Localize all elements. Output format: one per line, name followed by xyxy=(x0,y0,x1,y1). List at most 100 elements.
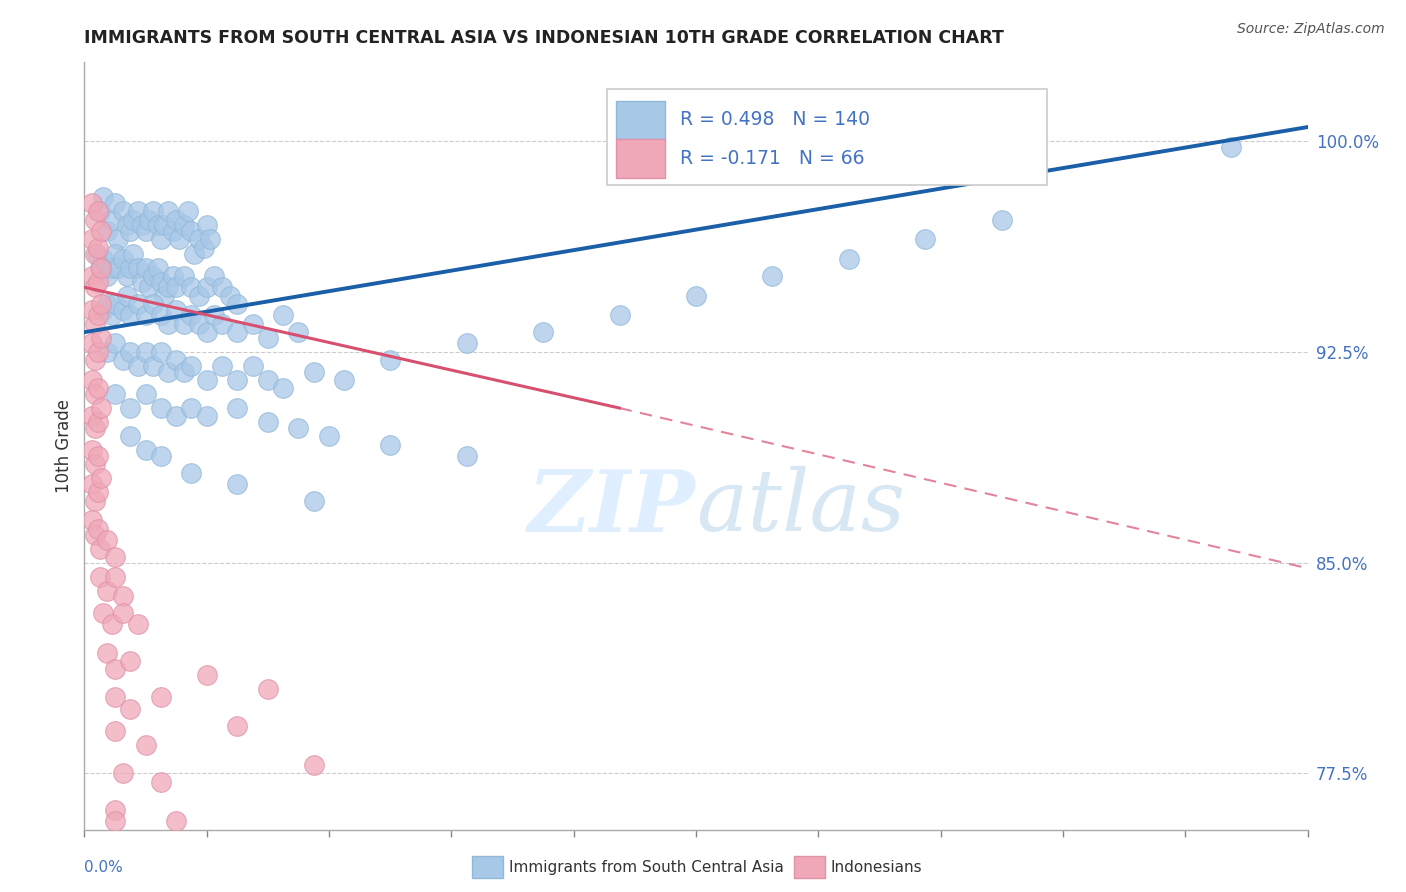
Point xyxy=(120,260,142,275)
Point xyxy=(380,437,402,451)
Point xyxy=(80,196,103,211)
Point xyxy=(226,401,249,415)
Point xyxy=(302,365,325,379)
Point xyxy=(226,373,249,387)
Point xyxy=(761,268,783,283)
Point xyxy=(111,302,134,317)
Point xyxy=(104,814,127,829)
Point xyxy=(135,387,157,401)
Point xyxy=(157,204,180,219)
Point xyxy=(188,317,211,331)
FancyBboxPatch shape xyxy=(616,101,665,139)
Point xyxy=(107,232,129,246)
Point xyxy=(87,241,110,255)
Point xyxy=(87,415,110,429)
Point xyxy=(157,365,180,379)
Point xyxy=(914,232,936,246)
Point xyxy=(142,268,165,283)
Point xyxy=(96,224,118,238)
Point xyxy=(149,232,172,246)
Point xyxy=(90,401,112,415)
Point xyxy=(257,373,280,387)
Point xyxy=(198,232,221,246)
Point xyxy=(257,415,280,429)
Point xyxy=(84,353,107,368)
Point xyxy=(84,280,107,294)
Point xyxy=(149,774,172,789)
Point xyxy=(142,359,165,373)
Point xyxy=(80,373,103,387)
Point xyxy=(131,219,153,233)
Point xyxy=(89,260,111,275)
Text: Source: ZipAtlas.com: Source: ZipAtlas.com xyxy=(1237,22,1385,37)
Point xyxy=(120,224,142,238)
Point xyxy=(104,246,127,260)
Point xyxy=(111,590,134,604)
Point xyxy=(146,260,169,275)
Point xyxy=(87,275,110,289)
Point xyxy=(149,401,172,415)
Point xyxy=(104,803,127,817)
Text: ZIP: ZIP xyxy=(529,466,696,549)
Point xyxy=(149,449,172,463)
Point xyxy=(131,275,153,289)
Point xyxy=(87,381,110,395)
FancyBboxPatch shape xyxy=(616,139,665,178)
Point xyxy=(111,606,134,620)
Point xyxy=(101,309,124,323)
Point xyxy=(180,401,202,415)
Point xyxy=(173,219,195,233)
Point xyxy=(84,421,107,435)
Point xyxy=(84,457,107,471)
Point xyxy=(138,212,160,227)
Point xyxy=(165,409,187,424)
Point xyxy=(180,466,202,480)
Point xyxy=(531,325,554,339)
Point xyxy=(104,336,127,351)
Point xyxy=(104,662,127,676)
Point xyxy=(87,522,110,536)
Point xyxy=(991,212,1014,227)
Point xyxy=(80,302,103,317)
Point xyxy=(120,702,142,716)
Point xyxy=(120,429,142,443)
Point xyxy=(135,224,157,238)
Point xyxy=(104,297,127,311)
Point xyxy=(183,246,205,260)
Point xyxy=(96,268,118,283)
Point xyxy=(104,724,127,739)
Point xyxy=(120,654,142,668)
Point xyxy=(138,280,160,294)
Point xyxy=(195,409,218,424)
Point xyxy=(127,617,149,632)
Point xyxy=(153,288,176,302)
Point xyxy=(242,317,264,331)
Point xyxy=(87,449,110,463)
Point xyxy=(456,449,478,463)
Point xyxy=(87,309,110,323)
Text: R = 0.498   N = 140: R = 0.498 N = 140 xyxy=(681,111,870,129)
Point xyxy=(211,280,233,294)
Point xyxy=(135,443,157,458)
Point xyxy=(127,260,149,275)
Point xyxy=(101,212,124,227)
Point xyxy=(101,617,124,632)
Point xyxy=(149,309,172,323)
Point xyxy=(104,569,127,583)
Point xyxy=(195,325,218,339)
Point xyxy=(257,331,280,345)
Point xyxy=(120,401,142,415)
Text: Immigrants from South Central Asia: Immigrants from South Central Asia xyxy=(509,860,785,874)
Point xyxy=(90,331,112,345)
Point xyxy=(142,297,165,311)
Point xyxy=(146,219,169,233)
Point xyxy=(153,219,176,233)
Point xyxy=(211,317,233,331)
Point xyxy=(180,224,202,238)
Point xyxy=(226,477,249,491)
Point xyxy=(111,766,134,780)
Point xyxy=(180,280,202,294)
Point xyxy=(84,527,107,541)
Point xyxy=(195,219,218,233)
Point xyxy=(96,646,118,660)
